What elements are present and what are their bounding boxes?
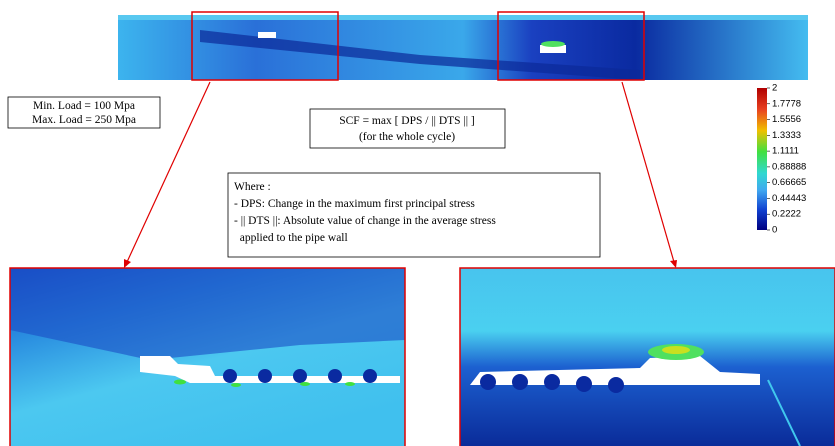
- arrow-head: [124, 259, 131, 268]
- colorbar-label: 0.88888: [772, 161, 806, 172]
- hotspot-core: [662, 346, 690, 354]
- where-text: applied to the pipe wall: [234, 232, 348, 244]
- hotspots: [174, 379, 355, 387]
- where-text: Where :: [234, 181, 271, 193]
- where-text: - DPS: Change in the maximum first princ…: [234, 198, 475, 210]
- colorbar-gradient: [757, 88, 767, 230]
- arrow-head: [670, 260, 677, 268]
- load-box: [7, 96, 161, 129]
- stress-region: [10, 268, 405, 360]
- colorbar-label: 1.5556: [772, 114, 801, 125]
- stress-strip: [118, 15, 808, 80]
- crack: [767, 379, 801, 446]
- load-text: Min. Load = 100 Mpa: [33, 100, 135, 112]
- strip-notch: [258, 32, 276, 38]
- colorbar-label: 1.3333: [772, 130, 801, 141]
- colorbar-label: 2: [772, 83, 777, 94]
- notch-beads: [223, 369, 377, 383]
- arrow: [126, 81, 211, 263]
- zoom-box: [191, 11, 339, 81]
- colorbar-label: 1.1111: [772, 146, 799, 157]
- zoom-box: [497, 11, 645, 81]
- colorbar-label: 0: [772, 225, 777, 236]
- notch: [470, 356, 760, 385]
- arrow: [621, 81, 675, 263]
- scf-box: [309, 108, 506, 149]
- scf-text: (for the whole cycle): [359, 131, 455, 143]
- scf-text: SCF = max [ DPS / || DTS || ]: [339, 115, 475, 127]
- strip-band: [200, 30, 640, 80]
- colorbar: 2 1.7778 1.5556 1.3333 1.1111 0.88888 0.66665 0…: [757, 83, 806, 236]
- where-box: [227, 172, 601, 258]
- colorbar-label: 0.2222: [772, 209, 801, 220]
- colorbar-label: 0.44443: [772, 193, 806, 204]
- colorbar-label: 0.66665: [772, 177, 806, 188]
- panel-frame: [459, 267, 835, 446]
- zoom-panel: [460, 268, 835, 446]
- load-text: Max. Load = 250 Mpa: [32, 114, 136, 126]
- where-text: - || DTS ||: Absolute value of change in…: [234, 215, 496, 227]
- panel-frame: [9, 267, 406, 446]
- strip-notch: [540, 45, 566, 53]
- colorbar-label: 1.7778: [772, 98, 801, 109]
- strip-edge: [118, 15, 808, 20]
- strip-hotspot: [541, 41, 565, 47]
- notch-beads: [480, 374, 624, 393]
